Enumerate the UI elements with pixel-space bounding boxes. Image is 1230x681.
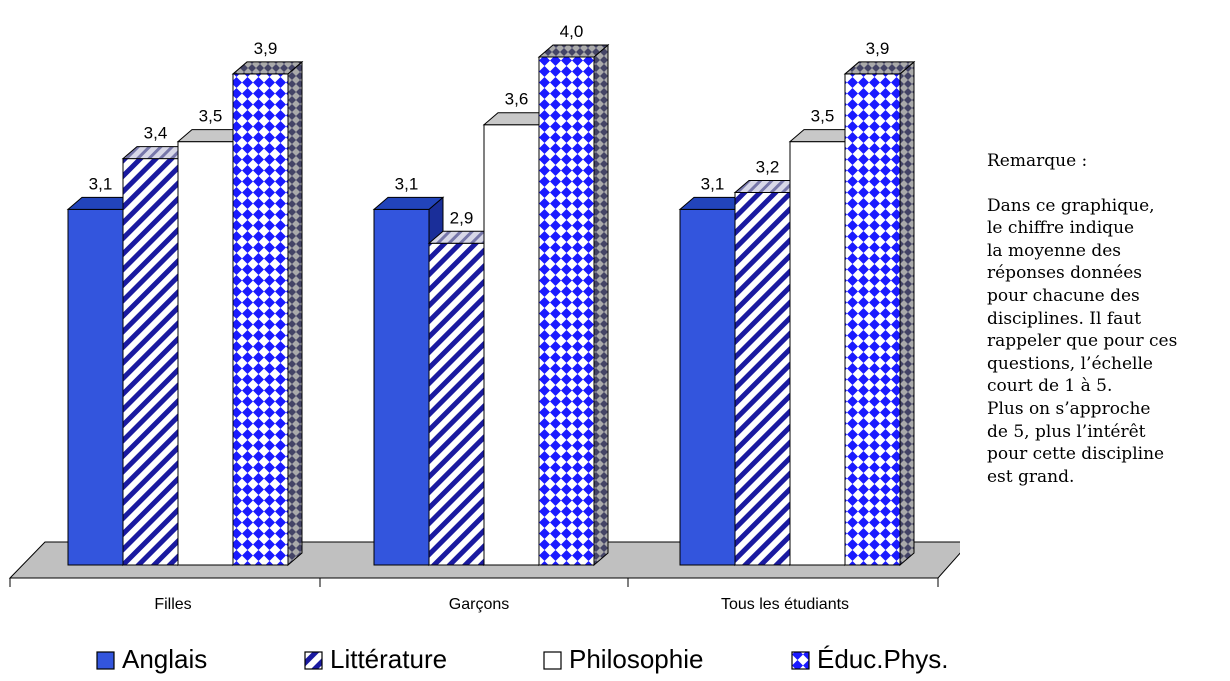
legend-entry: Littérature	[304, 644, 447, 674]
bar-front	[483, 124, 540, 566]
bar-front	[734, 191, 791, 566]
bar	[843, 60, 916, 567]
x-tick-label: Filles	[154, 596, 191, 613]
bar	[537, 43, 610, 567]
bar-front	[679, 208, 736, 566]
data-label: 3,5	[811, 107, 835, 126]
remark-title: Remarque :	[987, 151, 1088, 171]
legend-label: Littérature	[330, 644, 447, 674]
data-label: 3,1	[89, 174, 113, 193]
bar-front	[67, 208, 124, 566]
data-label: 3,1	[701, 174, 725, 193]
legend-swatch	[791, 651, 810, 670]
bar-front	[428, 242, 485, 566]
x-tick-label: Garçons	[449, 596, 509, 613]
bar-front	[538, 56, 595, 566]
bar-chart: 3,1 3,4 3,5 3,9 Filles 3,1 2,9 3,6 4,0 Garçons 3,1…	[8, 22, 960, 674]
bar-front	[844, 73, 901, 566]
bar-front	[789, 141, 846, 566]
x-tick-label: Tous les étudiants	[721, 596, 849, 613]
legend-entry: Philosophie	[543, 644, 703, 674]
data-label: 3,9	[254, 39, 278, 58]
bar-front	[373, 208, 430, 566]
bar-top	[843, 61, 916, 75]
data-label: 2,9	[450, 208, 474, 227]
legend-label: Éduc.Phys.	[817, 644, 949, 674]
bar	[231, 60, 304, 567]
legend-entry: Anglais	[96, 644, 207, 674]
data-label: 3,4	[144, 124, 168, 143]
bar-front	[232, 73, 289, 566]
bar-top	[231, 61, 304, 75]
remark-box: Remarque : Dans ce graphique, le chiffre…	[987, 150, 1227, 488]
data-label: 3,5	[199, 107, 223, 126]
remark-text: Dans ce graphique, le chiffre indique la…	[987, 195, 1178, 487]
legend-label: Philosophie	[569, 644, 703, 674]
data-label: 3,6	[505, 90, 529, 109]
data-label: 3,2	[756, 157, 780, 176]
bar-top	[372, 196, 445, 210]
bar-top	[537, 44, 610, 58]
bar-side	[899, 60, 915, 567]
bar-side	[593, 43, 609, 567]
legend-swatch	[304, 651, 323, 670]
data-label: 3,1	[395, 174, 419, 193]
data-label: 3,9	[866, 39, 890, 58]
bar-front	[122, 158, 179, 566]
legend-entry: Éduc.Phys.	[791, 644, 949, 674]
legend: Anglais Littérature Philosophie Éduc.Phys.	[96, 644, 949, 674]
legend-label: Anglais	[122, 644, 207, 674]
legend-swatch	[543, 651, 562, 670]
data-label: 4,0	[560, 22, 584, 41]
bar-side	[287, 60, 303, 567]
legend-swatch	[96, 651, 115, 670]
bar-front	[177, 141, 234, 566]
